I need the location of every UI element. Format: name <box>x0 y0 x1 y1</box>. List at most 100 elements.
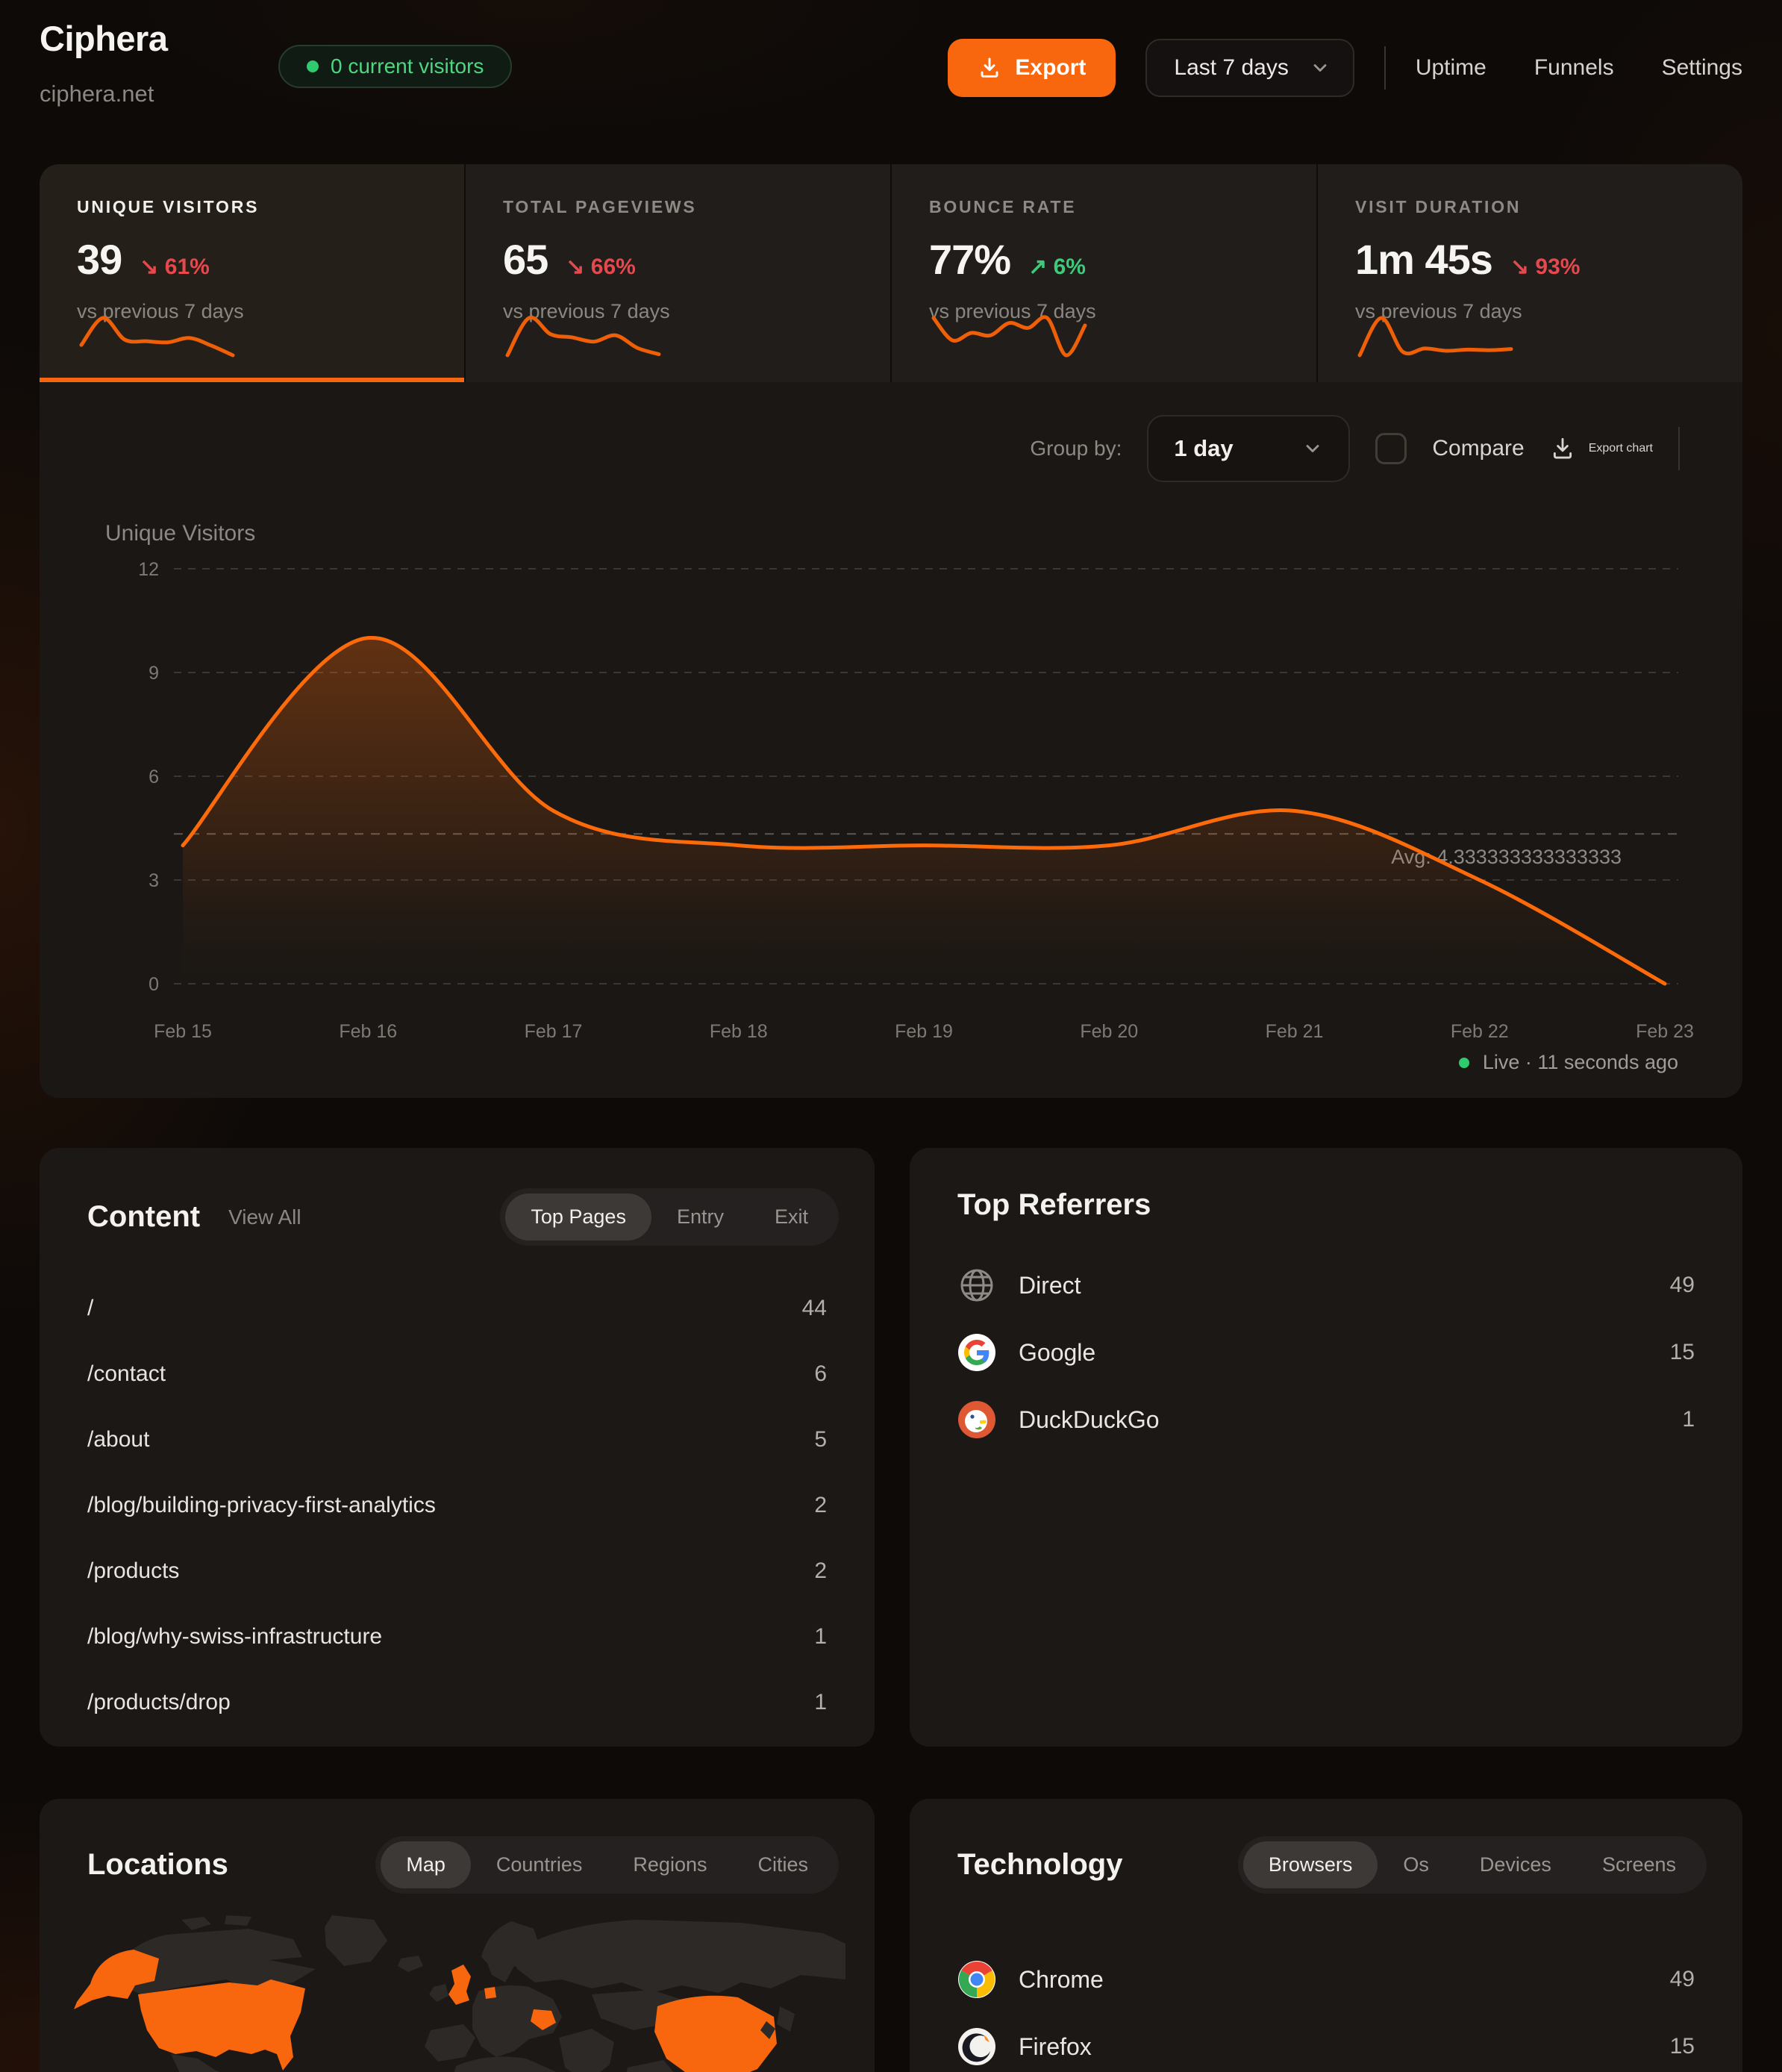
svg-text:Feb 23: Feb 23 <box>1636 1021 1694 1042</box>
chart-controls: Group by: 1 day Compare Export chart <box>1030 415 1680 482</box>
tab-devices[interactable]: Devices <box>1479 1853 1551 1876</box>
compare-label: Compare <box>1432 436 1525 461</box>
download-icon <box>978 56 1001 80</box>
sparkline-chart <box>505 315 661 358</box>
globe-icon <box>960 1269 993 1302</box>
tab-browsers[interactable]: Browsers <box>1242 1841 1378 1888</box>
stat-card-bounce-rate[interactable]: BOUNCE RATE 77% ↗ 6% vs previous 7 days <box>892 164 1316 382</box>
content-title: Content <box>87 1200 201 1233</box>
chart-line <box>181 636 1667 986</box>
svg-text:6: 6 <box>148 767 159 787</box>
table-row[interactable]: /blog/why-swiss-infrastructure 1 <box>87 1624 827 1649</box>
stat-delta: ↘ 93% <box>1510 255 1581 279</box>
tab-os[interactable]: Os <box>1403 1853 1429 1876</box>
site-title: Ciphera <box>40 19 168 58</box>
stat-label: BOUNCE RATE <box>929 197 1077 216</box>
content-tabs: Top Pages Entry Exit <box>500 1188 839 1246</box>
table-row[interactable]: /about 5 <box>87 1427 827 1452</box>
header-divider <box>1384 46 1386 90</box>
chart-area-fill <box>183 637 1665 984</box>
stat-value: 77% <box>929 236 1011 283</box>
tab-regions[interactable]: Regions <box>633 1853 707 1876</box>
date-range-value: Last 7 days <box>1174 55 1289 80</box>
date-range-select[interactable]: Last 7 days <box>1145 39 1354 97</box>
current-visitors-badge[interactable]: 0 current visitors <box>278 45 513 88</box>
stat-value: 39 <box>77 236 122 283</box>
stat-card-unique-visitors[interactable]: UNIQUE VISITORS 39 ↘ 61% vs previous 7 d… <box>40 164 464 382</box>
tab-cities[interactable]: Cities <box>757 1853 808 1876</box>
svg-text:0: 0 <box>148 974 159 995</box>
tab-map[interactable]: Map <box>381 1841 471 1888</box>
tab-screens[interactable]: Screens <box>1601 1853 1676 1876</box>
header: Ciphera 0 current visitors ciphera.net E… <box>40 0 1742 142</box>
table-row[interactable]: / 44 <box>87 1296 827 1320</box>
browser-row[interactable]: Chrome 49 <box>910 1946 1742 2013</box>
firefox-icon <box>958 2028 995 2065</box>
table-row[interactable]: /contact 6 <box>87 1361 827 1386</box>
technology-tabs: Browsers Os Devices Screens <box>1237 1836 1707 1894</box>
svg-text:Feb 16: Feb 16 <box>339 1021 397 1042</box>
technology-panel: Technology Browsers Os Devices Screens C… <box>910 1799 1742 2072</box>
live-dot-icon <box>1458 1057 1469 1068</box>
svg-text:Feb 22: Feb 22 <box>1451 1021 1509 1042</box>
sparkline-chart <box>79 316 235 358</box>
stat-delta: ↗ 6% <box>1028 255 1086 279</box>
nav-settings[interactable]: Settings <box>1661 55 1742 80</box>
group-by-select[interactable]: 1 day <box>1147 415 1351 482</box>
chart-series-title: Unique Visitors <box>105 521 256 546</box>
referrer-row[interactable]: DuckDuckGo 1 <box>910 1386 1742 1453</box>
locations-panel: Locations Map Countries Regions Cities <box>40 1799 875 2072</box>
svg-text:12: 12 <box>138 559 159 580</box>
nav-uptime[interactable]: Uptime <box>1415 55 1486 80</box>
referrer-row[interactable]: Google 15 <box>910 1319 1742 1386</box>
map-region-romania <box>531 2009 556 2030</box>
sparkline-chart <box>1357 316 1513 358</box>
stat-label: VISIT DURATION <box>1355 197 1522 216</box>
stat-card-total-pageviews[interactable]: TOTAL PAGEVIEWS 65 ↘ 66% vs previous 7 d… <box>466 164 890 382</box>
stat-compare-label: vs previous 7 days <box>929 300 1096 322</box>
view-all-link[interactable]: View All <box>228 1205 301 1229</box>
stat-delta: ↘ 66% <box>566 255 636 279</box>
table-row[interactable]: /products/drop 1 <box>87 1690 827 1714</box>
tab-exit[interactable]: Exit <box>774 1205 808 1228</box>
top-nav: Uptime Funnels Settings <box>1416 55 1742 81</box>
nav-funnels[interactable]: Funnels <box>1534 55 1614 80</box>
technology-rows: Chrome 49 Firefox 15 <box>910 1946 1742 2072</box>
svg-text:Feb 19: Feb 19 <box>895 1021 953 1042</box>
download-icon <box>1550 436 1575 461</box>
chrome-icon <box>958 1961 995 1998</box>
map-region-china <box>654 1995 777 2072</box>
table-row[interactable]: /products 2 <box>87 1558 827 1583</box>
overview-panel: UNIQUE VISITORS 39 ↘ 61% vs previous 7 d… <box>40 164 1742 1098</box>
current-visitors-label: 0 current visitors <box>331 54 484 78</box>
stat-value: 1m 45s <box>1355 236 1493 283</box>
content-rows: / 44 /contact 6 /about 5 /blog/building-… <box>40 1276 875 1735</box>
stats-row: UNIQUE VISITORS 39 ↘ 61% vs previous 7 d… <box>40 164 1742 382</box>
table-row[interactable]: /blog/building-privacy-first-analytics 2 <box>87 1493 827 1517</box>
header-actions: Export Last 7 days Uptime Funnels Settin… <box>948 39 1742 97</box>
export-chart-button[interactable]: Export chart <box>1550 436 1653 461</box>
google-icon <box>958 1334 995 1371</box>
export-button[interactable]: Export <box>948 39 1116 97</box>
referrer-row[interactable]: Direct 49 <box>910 1252 1742 1319</box>
stat-label: TOTAL PAGEVIEWS <box>503 197 697 216</box>
tab-entry[interactable]: Entry <box>676 1205 724 1228</box>
group-by-value: 1 day <box>1174 435 1234 461</box>
green-dot-icon <box>307 60 319 72</box>
world-map[interactable] <box>69 1911 845 2072</box>
referrers-title: Top Referrers <box>957 1188 1151 1221</box>
duckduckgo-icon <box>958 1401 995 1438</box>
map-region-usa <box>138 1979 305 2071</box>
group-by-label: Group by: <box>1030 437 1122 460</box>
sparkline-chart <box>931 315 1087 358</box>
tab-top-pages[interactable]: Top Pages <box>505 1193 651 1241</box>
tab-countries[interactable]: Countries <box>495 1853 583 1876</box>
browser-row[interactable]: Firefox 15 <box>910 2013 1742 2072</box>
locations-tabs: Map Countries Regions Cities <box>375 1836 839 1894</box>
stat-card-visit-duration[interactable]: VISIT DURATION 1m 45s ↘ 93% vs previous … <box>1318 164 1742 382</box>
map-region-netherlands <box>484 1987 496 1999</box>
compare-checkbox[interactable] <box>1375 433 1407 464</box>
svg-text:Feb 17: Feb 17 <box>525 1021 583 1042</box>
unique-visitors-chart[interactable]: 0 3 6 9 12 Feb 15 Feb 16 Feb 17 Feb 18 Feb 19 Feb … <box>81 552 1701 1075</box>
stat-delta: ↘ 61% <box>140 255 210 279</box>
